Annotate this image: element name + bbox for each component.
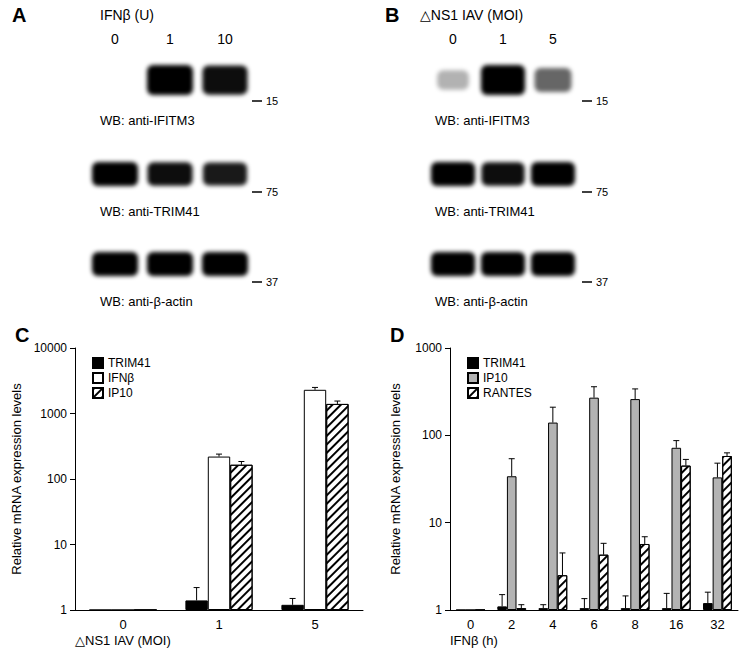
svg-text:75: 75 — [596, 186, 608, 198]
svg-text:1: 1 — [60, 603, 67, 617]
svg-text:5: 5 — [311, 617, 318, 632]
svg-text:10: 10 — [217, 31, 233, 47]
svg-text:4: 4 — [549, 617, 556, 632]
svg-text:IFNβ: IFNβ — [108, 371, 134, 385]
svg-text:WB: anti-β-actin: WB: anti-β-actin — [100, 294, 193, 309]
svg-text:10: 10 — [429, 516, 443, 530]
svg-text:IP10: IP10 — [483, 371, 508, 385]
svg-text:0: 0 — [119, 617, 126, 632]
svg-text:△NS1 IAV (MOI): △NS1 IAV (MOI) — [75, 633, 171, 648]
svg-text:0: 0 — [111, 31, 119, 47]
svg-text:0: 0 — [449, 31, 457, 47]
svg-text:1000: 1000 — [415, 341, 442, 355]
svg-text:2: 2 — [508, 617, 515, 632]
svg-text:A: A — [12, 4, 26, 26]
svg-text:IFNβ (U): IFNβ (U) — [100, 7, 154, 23]
svg-text:10000: 10000 — [34, 341, 68, 355]
svg-text:WB: anti-TRIM41: WB: anti-TRIM41 — [435, 204, 535, 219]
svg-text:75: 75 — [266, 186, 278, 198]
svg-text:TRIM41: TRIM41 — [108, 356, 151, 370]
svg-text:0: 0 — [467, 617, 474, 632]
svg-text:37: 37 — [596, 276, 608, 288]
svg-text:TRIM41: TRIM41 — [483, 356, 526, 370]
svg-text:B: B — [385, 4, 399, 26]
svg-text:1: 1 — [499, 31, 507, 47]
svg-text:IP10: IP10 — [108, 386, 133, 400]
svg-text:△NS1 IAV (MOI): △NS1 IAV (MOI) — [420, 7, 523, 23]
svg-text:1: 1 — [435, 603, 442, 617]
svg-text:Relative mRNA expression level: Relative mRNA expression levels — [9, 383, 24, 575]
svg-text:5: 5 — [549, 31, 557, 47]
svg-text:WB: anti-TRIM41: WB: anti-TRIM41 — [100, 204, 200, 219]
svg-text:100: 100 — [422, 428, 442, 442]
svg-text:15: 15 — [596, 95, 608, 107]
svg-text:100: 100 — [47, 472, 67, 486]
svg-text:32: 32 — [710, 617, 724, 632]
svg-text:WB: anti-β-actin: WB: anti-β-actin — [435, 294, 528, 309]
svg-text:D: D — [390, 324, 404, 346]
svg-text:8: 8 — [632, 617, 639, 632]
svg-text:IFNβ (h): IFNβ (h) — [450, 633, 498, 648]
svg-text:RANTES: RANTES — [483, 386, 532, 400]
svg-text:WB: anti-IFITM3: WB: anti-IFITM3 — [100, 113, 195, 128]
svg-text:1: 1 — [215, 617, 222, 632]
svg-text:1: 1 — [166, 31, 174, 47]
svg-text:16: 16 — [669, 617, 683, 632]
svg-text:37: 37 — [266, 276, 278, 288]
svg-text:1000: 1000 — [40, 407, 67, 421]
svg-text:C: C — [15, 324, 29, 346]
svg-text:WB: anti-IFITM3: WB: anti-IFITM3 — [435, 113, 530, 128]
svg-text:10: 10 — [54, 538, 68, 552]
svg-text:15: 15 — [266, 95, 278, 107]
svg-text:Relative mRNA expression level: Relative mRNA expression levels — [388, 383, 403, 575]
svg-text:6: 6 — [590, 617, 597, 632]
